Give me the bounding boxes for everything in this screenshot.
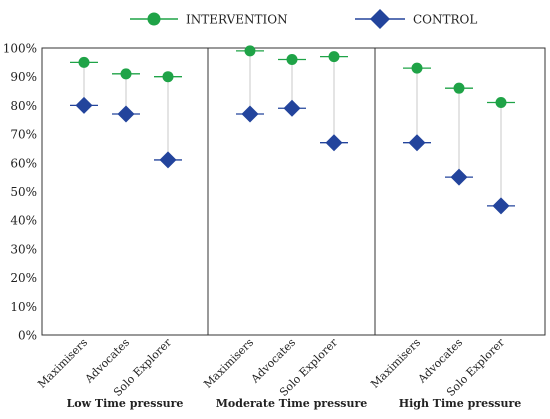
y-tick-label: 90% xyxy=(10,70,37,84)
control-marker xyxy=(241,105,259,123)
legend-marker-diamond xyxy=(370,9,390,29)
y-tick-label: 40% xyxy=(10,214,37,228)
y-tick-label: 20% xyxy=(10,271,37,285)
intervention-marker xyxy=(495,97,507,109)
legend: INTERVENTION CONTROL xyxy=(130,9,477,29)
legend-entry-control: CONTROL xyxy=(355,9,477,29)
control-marker xyxy=(283,99,301,117)
control-marker xyxy=(159,151,177,169)
intervention-marker xyxy=(328,51,340,63)
y-tick-label: 70% xyxy=(10,128,37,142)
panel-dividers xyxy=(207,48,376,335)
connectors xyxy=(83,50,502,206)
y-tick-label: 100% xyxy=(3,42,37,56)
y-tick-label: 0% xyxy=(18,329,37,343)
x-tick-label: Maximisers xyxy=(368,336,423,391)
control-marker xyxy=(117,105,135,123)
panel-titles: Low Time pressure Moderate Time pressure H… xyxy=(67,397,522,410)
intervention-marker xyxy=(78,56,90,68)
legend-marker-circle xyxy=(147,12,161,26)
intervention-marker xyxy=(244,45,256,57)
y-tick-label: 30% xyxy=(10,242,37,256)
intervention-marker xyxy=(120,68,132,80)
plot-frame xyxy=(41,47,546,336)
panel-title: Low Time pressure xyxy=(67,397,184,410)
legend-label: CONTROL xyxy=(413,13,477,27)
panel-title: High Time pressure xyxy=(399,397,522,410)
intervention-marker xyxy=(286,53,298,65)
legend-entry-intervention: INTERVENTION xyxy=(130,12,288,27)
y-tick-label: 80% xyxy=(10,99,37,113)
intervention-marker xyxy=(411,62,423,74)
control-marker xyxy=(325,134,343,152)
control-marker xyxy=(408,134,426,152)
markers xyxy=(70,45,515,215)
y-axis: 0% 10% 20% 30% 40% 50% 60% 70% 80% 90% 100% xyxy=(3,42,37,343)
x-tick-label: Maximisers xyxy=(201,336,256,391)
intervention-marker xyxy=(453,82,465,94)
intervention-marker xyxy=(162,71,174,83)
control-marker xyxy=(492,197,510,215)
panel-title: Moderate Time pressure xyxy=(216,397,368,410)
y-tick-label: 60% xyxy=(10,156,37,170)
y-tick-label: 50% xyxy=(10,185,37,199)
legend-label: INTERVENTION xyxy=(186,13,288,27)
y-tick-label: 10% xyxy=(10,300,37,314)
x-tick-label: Maximisers xyxy=(35,336,90,391)
control-marker xyxy=(450,168,468,186)
control-marker xyxy=(75,96,93,114)
